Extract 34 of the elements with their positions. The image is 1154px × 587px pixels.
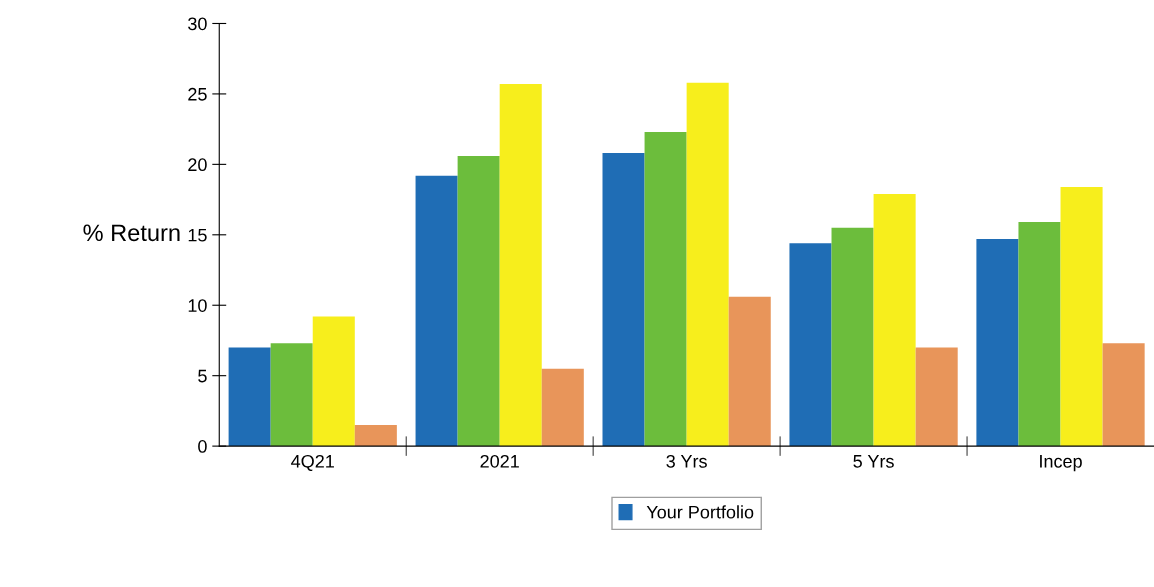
x-tick-label: Incep (1040, 455, 1082, 472)
x-tick-label: 4Q21 (291, 454, 334, 471)
bar (415, 175, 458, 447)
bar (1060, 186, 1103, 447)
y-axis-title: % Return (83, 224, 180, 242)
bar (1018, 222, 1061, 447)
legend-label: Your Portfolio (646, 505, 754, 519)
bar (873, 193, 916, 447)
x-tick-label: 2021 (480, 454, 519, 468)
bar (831, 227, 874, 447)
y-tick-label: 10 (188, 299, 207, 312)
bar (1102, 343, 1145, 447)
bar (228, 347, 271, 447)
bar (354, 424, 397, 447)
bar (457, 155, 500, 447)
bar (728, 296, 771, 447)
bar (686, 82, 729, 447)
bar (644, 131, 687, 447)
bar (602, 153, 645, 447)
x-tick-label: 5 Yrs (853, 455, 894, 468)
y-tick-label: 15 (188, 228, 207, 242)
y-tick-label: 20 (188, 158, 207, 172)
bar (976, 239, 1019, 447)
bar (541, 368, 584, 447)
y-tick-label: 5 (198, 369, 207, 383)
bar (270, 343, 313, 447)
x-tick-label: 3 Yrs (666, 454, 707, 468)
bar (312, 316, 355, 447)
bar (499, 84, 542, 447)
bar (915, 347, 958, 447)
y-tick-label: 30 (188, 17, 207, 31)
y-tick-label: 25 (188, 87, 207, 101)
y-tick-label: 0 (198, 440, 207, 453)
bar (789, 243, 832, 447)
